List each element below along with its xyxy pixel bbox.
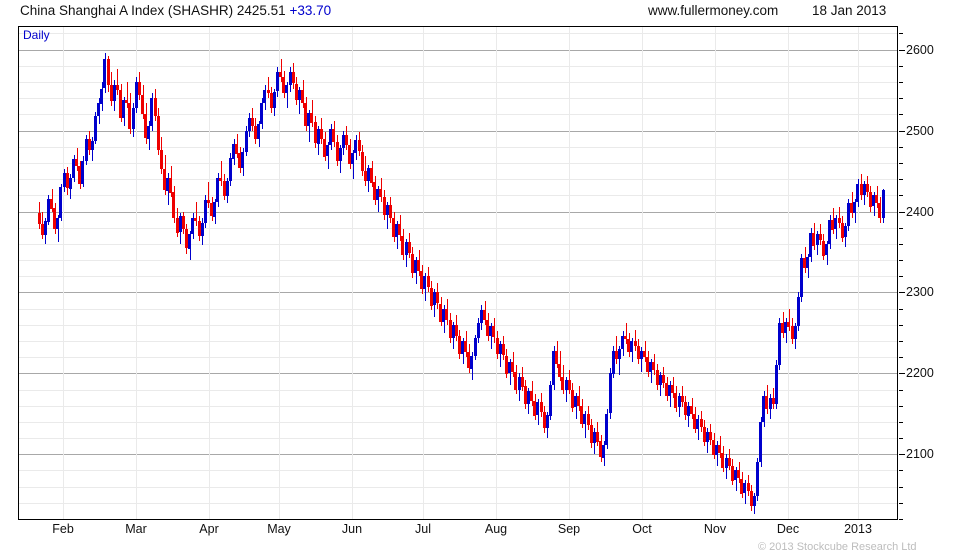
y-axis: 2100 2200 2300 2400 2500 2600: [899, 26, 980, 520]
y-axis-tick-minor: [899, 163, 903, 164]
copyright-notice: © 2013 Stockcube Research Ltd: [758, 541, 917, 553]
y-axis-tick-minor: [899, 341, 903, 342]
y-axis-tick-minor: [899, 390, 903, 391]
y-axis-tick-major: [899, 131, 905, 132]
y-axis-tick-minor: [899, 66, 903, 67]
x-axis-tick-label: Nov: [703, 522, 727, 536]
chart-header: China Shanghai A Index (SHASHR) 2425.51 …: [0, 0, 980, 26]
x-axis-tick-label: Jul: [415, 522, 431, 536]
y-axis-tick-minor: [899, 147, 903, 148]
y-axis-tick-minor: [899, 519, 903, 520]
y-axis-tick-major: [899, 454, 905, 455]
x-axis-tick-label: Oct: [632, 522, 652, 536]
y-axis-tick-label: 2100: [906, 447, 934, 461]
x-axis-tick-label: Jun: [341, 522, 363, 536]
chart-gridlines: [19, 27, 897, 519]
y-axis-tick-major: [899, 292, 905, 293]
instrument-title: China Shanghai A Index (SHASHR) 2425.51 …: [20, 3, 331, 18]
chart-plot-inner: [19, 27, 897, 519]
x-axis-tick-label: Apr: [199, 522, 219, 536]
y-axis-tick-minor: [899, 422, 903, 423]
y-axis-tick-major: [899, 212, 905, 213]
y-axis-tick-label: 2600: [906, 43, 934, 57]
y-axis-tick-minor: [899, 470, 903, 471]
y-axis-tick-major: [899, 373, 905, 374]
instrument-title-text: China Shanghai A Index (SHASHR) 2425.51: [20, 3, 286, 18]
y-axis-tick-minor: [899, 244, 903, 245]
y-axis-tick-minor: [899, 114, 903, 115]
y-axis-tick-label: 2300: [906, 285, 934, 299]
site-url-label: www.fullermoney.com: [648, 3, 779, 18]
frequency-label: Daily: [23, 28, 50, 42]
x-axis-tick-label: Mar: [125, 522, 147, 536]
x-axis-tick-label: May: [267, 522, 291, 536]
x-axis-tick-label: Aug: [484, 522, 508, 536]
y-axis-tick-label: 2200: [906, 366, 934, 380]
y-axis-tick-minor: [899, 195, 903, 196]
as-of-date-label: 18 Jan 2013: [812, 3, 887, 18]
y-axis-tick-minor: [899, 325, 903, 326]
price-change: +33.70: [289, 3, 332, 18]
y-axis-tick-minor: [899, 487, 903, 488]
y-axis-tick-minor: [899, 357, 903, 358]
y-axis-tick-minor: [899, 228, 903, 229]
x-axis-tick-label: Dec: [776, 522, 800, 536]
y-axis-tick-minor: [899, 33, 903, 34]
x-axis-tick-label: Sep: [557, 522, 581, 536]
y-axis-tick-minor: [899, 276, 903, 277]
y-axis-tick-minor: [899, 309, 903, 310]
y-axis-tick-minor: [899, 179, 903, 180]
y-axis-tick-minor: [899, 260, 903, 261]
y-axis-tick-major: [899, 50, 905, 51]
y-axis-tick-minor: [899, 406, 903, 407]
y-axis-tick-minor: [899, 82, 903, 83]
y-axis-tick-minor: [899, 438, 903, 439]
candlestick-series: [38, 53, 885, 514]
y-axis-tick-label: 2500: [906, 124, 934, 138]
x-axis-tick-label: Feb: [52, 522, 74, 536]
x-axis-tick-label: 2013: [844, 522, 872, 536]
y-axis-tick-minor: [899, 503, 903, 504]
x-axis: Feb Mar Apr May Jun Jul Aug Sep Oct Nov Dec 2013: [18, 521, 898, 543]
chart-plot-area: Daily: [18, 26, 898, 520]
y-axis-tick-minor: [899, 98, 903, 99]
y-axis-tick-label: 2400: [906, 205, 934, 219]
